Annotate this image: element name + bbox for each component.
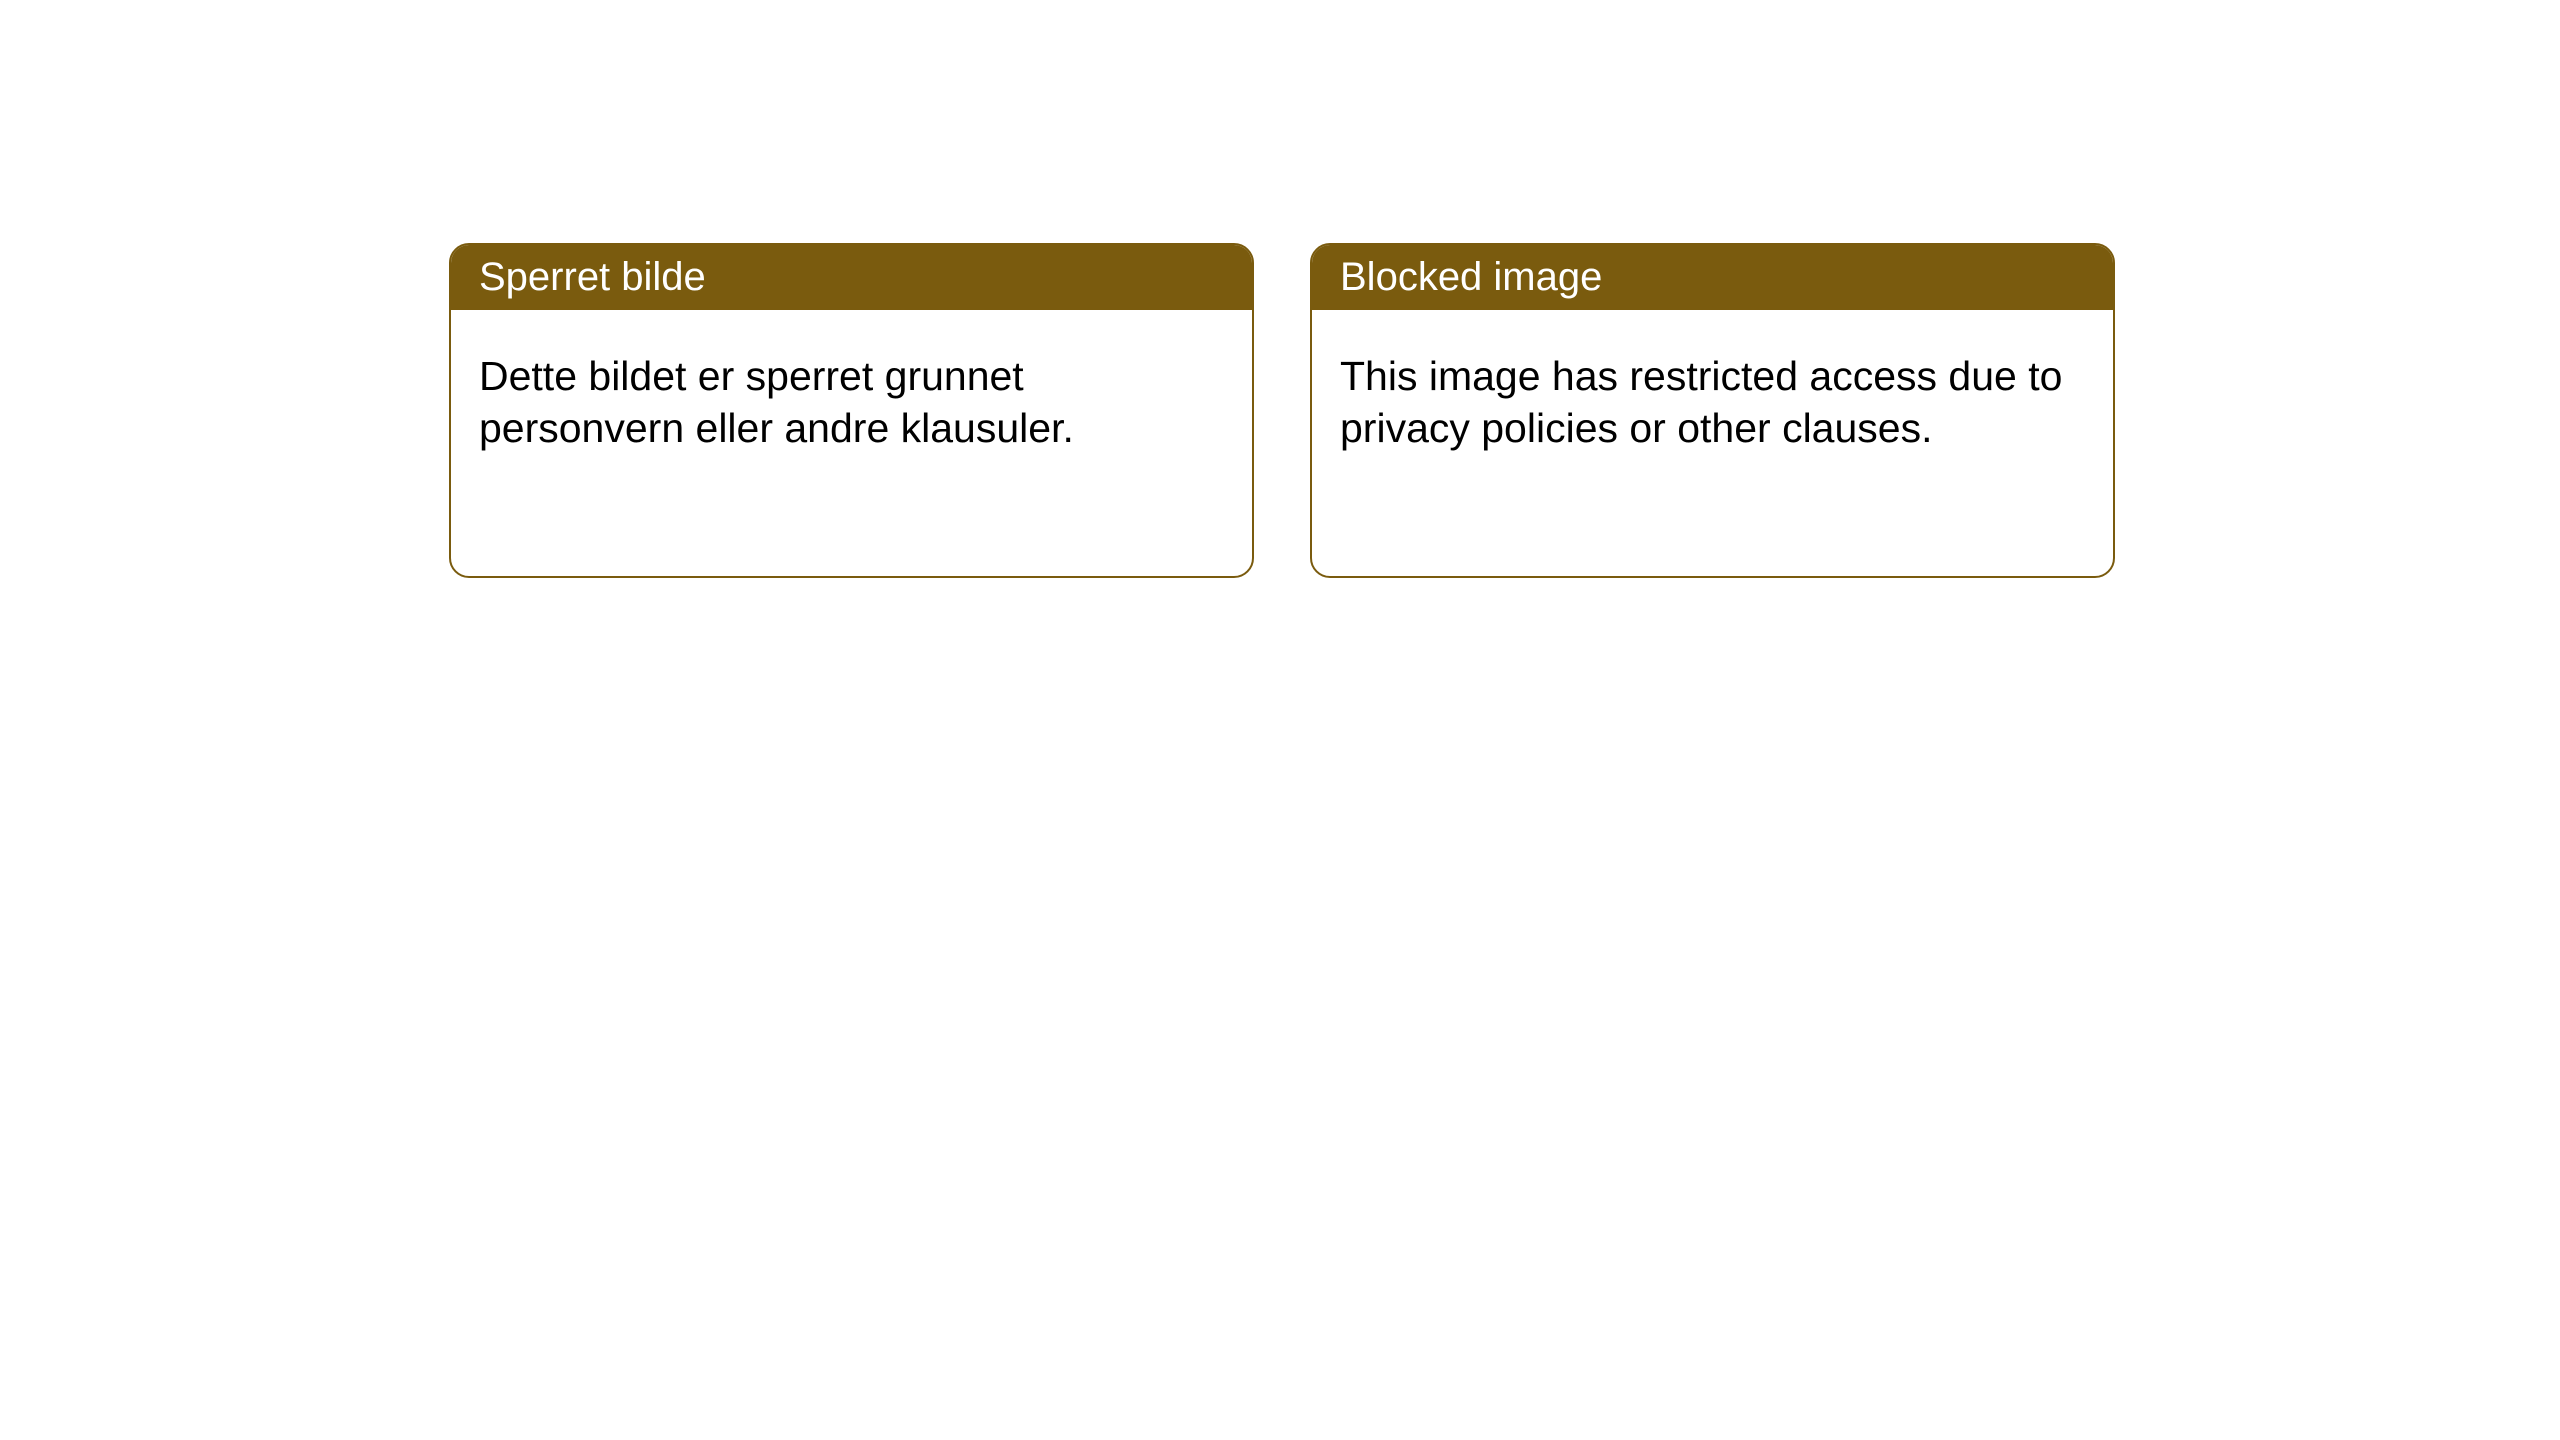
card-text-norwegian: Dette bildet er sperret grunnet personve… — [479, 353, 1074, 451]
card-body-english: This image has restricted access due to … — [1312, 310, 2113, 495]
card-title-norwegian: Sperret bilde — [479, 255, 706, 299]
notice-card-english: Blocked image This image has restricted … — [1310, 243, 2115, 578]
notice-container: Sperret bilde Dette bildet er sperret gr… — [0, 0, 2560, 578]
card-title-english: Blocked image — [1340, 255, 1602, 299]
notice-card-norwegian: Sperret bilde Dette bildet er sperret gr… — [449, 243, 1254, 578]
card-text-english: This image has restricted access due to … — [1340, 353, 2062, 451]
card-body-norwegian: Dette bildet er sperret grunnet personve… — [451, 310, 1252, 495]
card-header-norwegian: Sperret bilde — [451, 245, 1252, 310]
card-header-english: Blocked image — [1312, 245, 2113, 310]
